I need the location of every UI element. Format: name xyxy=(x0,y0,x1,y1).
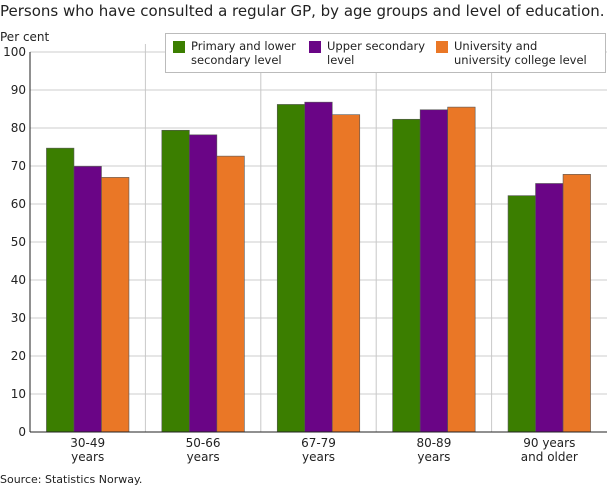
x-tick-label: and older xyxy=(521,450,578,464)
x-tick-label: 30-49 xyxy=(70,436,105,450)
x-tick-label: years xyxy=(302,450,335,464)
bar xyxy=(216,155,245,433)
y-tick-label: 60 xyxy=(11,197,26,211)
bar xyxy=(189,134,218,433)
bar xyxy=(73,166,102,433)
y-tick-label: 10 xyxy=(11,387,26,401)
y-tick-label: 90 xyxy=(11,83,26,97)
legend-label: level xyxy=(327,53,355,67)
x-tick-label: 90 years xyxy=(523,436,575,450)
legend-swatch xyxy=(436,41,448,53)
legend-item-upper-secondary: Upper secondary level xyxy=(309,39,425,67)
bar xyxy=(46,147,75,433)
legend-swatch xyxy=(309,41,321,53)
y-tick-label: 50 xyxy=(11,235,26,249)
bar xyxy=(562,174,591,433)
y-tick-label: 30 xyxy=(11,311,26,325)
legend-swatch xyxy=(173,41,185,53)
source-note: Source: Statistics Norway. xyxy=(0,473,143,486)
bar xyxy=(331,114,361,433)
legend: Primary and lower secondary level Upper s… xyxy=(165,33,606,73)
bar xyxy=(535,183,564,433)
x-tick-label: years xyxy=(417,450,450,464)
bar xyxy=(507,195,536,433)
bar xyxy=(392,118,421,433)
legend-label: Primary and lower xyxy=(191,39,296,53)
legend-label: secondary level xyxy=(191,53,282,67)
bar xyxy=(276,104,306,433)
bar xyxy=(101,177,130,433)
y-tick-label: 100 xyxy=(3,45,26,59)
y-tick-label: 0 xyxy=(18,425,26,439)
bar xyxy=(304,101,333,433)
bar xyxy=(419,109,448,433)
y-tick-label: 40 xyxy=(11,273,26,287)
bar xyxy=(161,129,190,433)
x-tick-label: years xyxy=(187,450,220,464)
legend-item-primary: Primary and lower secondary level xyxy=(173,39,296,67)
x-tick-label: 67-79 xyxy=(301,436,336,450)
legend-label: University and xyxy=(454,39,538,53)
x-tick-label: 80-89 xyxy=(416,436,451,450)
legend-label: university college level xyxy=(454,53,587,67)
x-tick-label: years xyxy=(71,450,104,464)
chart-title: Persons who have consulted a regular GP,… xyxy=(0,2,610,20)
y-tick-label: 80 xyxy=(11,121,26,135)
y-axis-label: Per cent xyxy=(0,30,50,44)
y-tick-label: 20 xyxy=(11,349,26,363)
legend-label: Upper secondary xyxy=(327,39,426,53)
legend-item-university: University and university college level xyxy=(436,39,587,67)
x-tick-label: 50-66 xyxy=(186,436,221,450)
y-tick-label: 70 xyxy=(11,159,26,173)
bar xyxy=(447,106,476,433)
